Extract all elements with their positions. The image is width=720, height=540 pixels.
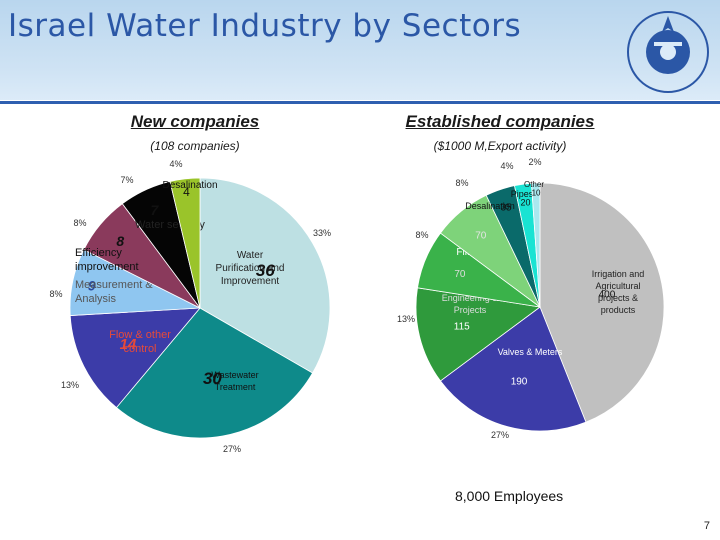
chart1-percent-label-4: 8% — [455, 178, 468, 188]
chart0-category-label-1: Treatment — [215, 382, 256, 392]
chart0-percent-label-0: 33% — [313, 228, 331, 238]
chart0-value-label-3: 9 — [88, 277, 96, 293]
chart0-category-label-4: Efficiency — [75, 247, 122, 259]
chart0-slice-6 — [169, 177, 201, 309]
chart0-category-label-3: Analysis — [75, 293, 116, 305]
chart1-percent-label-6: 2% — [528, 157, 541, 167]
chart0-slice-1 — [115, 307, 314, 439]
chart1-slice-0 — [539, 182, 665, 423]
chart0-percent-label-5: 7% — [120, 175, 133, 185]
chart-right-subtitle: ($1000 M,Export activity) — [433, 139, 567, 153]
chart1-category-label-0: products — [601, 305, 636, 315]
page-title: Israel Water Industry by Sectors — [8, 8, 522, 44]
manufacturers-association-logo — [627, 11, 709, 93]
chart0-value-label-0: 36 — [256, 261, 275, 280]
chart1-value-label-2: 115 — [454, 322, 470, 333]
chart0-category-label-4: improvement — [75, 261, 139, 273]
chart0-category-label-2: control — [123, 343, 156, 355]
chart0-category-label-1: Wastewater — [211, 370, 258, 380]
chart-right-title: Established companies — [405, 112, 595, 131]
chart0-slice-2 — [69, 307, 201, 409]
chart1-slice-2 — [415, 287, 542, 382]
chart1-value-label-7: 10 — [532, 189, 541, 198]
chart0-category-label-2: Flow & other — [109, 329, 171, 341]
chart1-value-label-1: 190 — [511, 376, 528, 387]
chart0-value-label-5: 7 — [151, 202, 160, 218]
chart1-value-label-4: 70 — [475, 231, 487, 242]
chart-left-title: New companies — [130, 112, 260, 131]
chart1-category-label-5: Desalination — [465, 201, 515, 211]
chart1-category-label-1: Valves & Meters — [498, 347, 563, 357]
chart1-value-label-0: 400 — [599, 289, 616, 300]
chart1-percent-label-3: 8% — [415, 230, 428, 240]
chart0-category-label-0: Purification and — [216, 263, 285, 274]
chart1-percent-label-5: 4% — [500, 161, 513, 171]
chart0-percent-label-4: 8% — [73, 218, 86, 228]
chart1-value-label-3: 70 — [454, 269, 466, 280]
chart0-percent-label-2: 13% — [61, 380, 79, 390]
chart0-value-label-6: 4 — [183, 185, 190, 199]
chart0-category-label-3: Measurement & — [75, 279, 153, 291]
header-band — [0, 0, 720, 100]
chart1-category-label-2: Projects — [454, 305, 487, 315]
chart1-category-label-0: projects & — [598, 293, 638, 303]
chart1-slice-7 — [531, 182, 541, 308]
chart1-category-label-6: Pipes — [511, 189, 534, 199]
chart-left-subtitle: (108 companies) — [150, 139, 240, 153]
chart1-category-label-0: Agricultural — [595, 281, 640, 291]
employees-caption: 8,000 Employees — [455, 488, 564, 504]
chart0-category-label-0: Water — [237, 250, 264, 261]
chart1-percent-label-1: 27% — [491, 430, 509, 440]
header-divider — [0, 101, 720, 104]
page-number: 7 — [703, 520, 710, 532]
chart0-category-label-0: Improvement — [221, 276, 280, 287]
chart0-category-label-6: Desalination — [162, 180, 217, 191]
chart1-category-label-0: Irrigation and — [592, 269, 645, 279]
chart1-category-label-2: Engineering & — [442, 293, 499, 303]
chart1-value-label-6: 20 — [520, 198, 530, 208]
chart0-percent-label-3: 8% — [49, 289, 62, 299]
chart0-value-label-1: 30 — [203, 369, 222, 388]
chart1-category-label-7: Other — [524, 180, 544, 189]
chart1-percent-label-2: 13% — [397, 314, 415, 324]
chart1-value-label-5: 35 — [500, 203, 512, 214]
chart0-value-label-4: 8 — [116, 233, 124, 249]
chart1-slice-1 — [439, 306, 587, 432]
chart0-value-label-2: 14 — [120, 336, 137, 353]
chart0-percent-label-6: 4% — [169, 159, 182, 169]
chart0-slice-0 — [199, 177, 331, 374]
chart0-percent-label-1: 27% — [223, 444, 241, 454]
